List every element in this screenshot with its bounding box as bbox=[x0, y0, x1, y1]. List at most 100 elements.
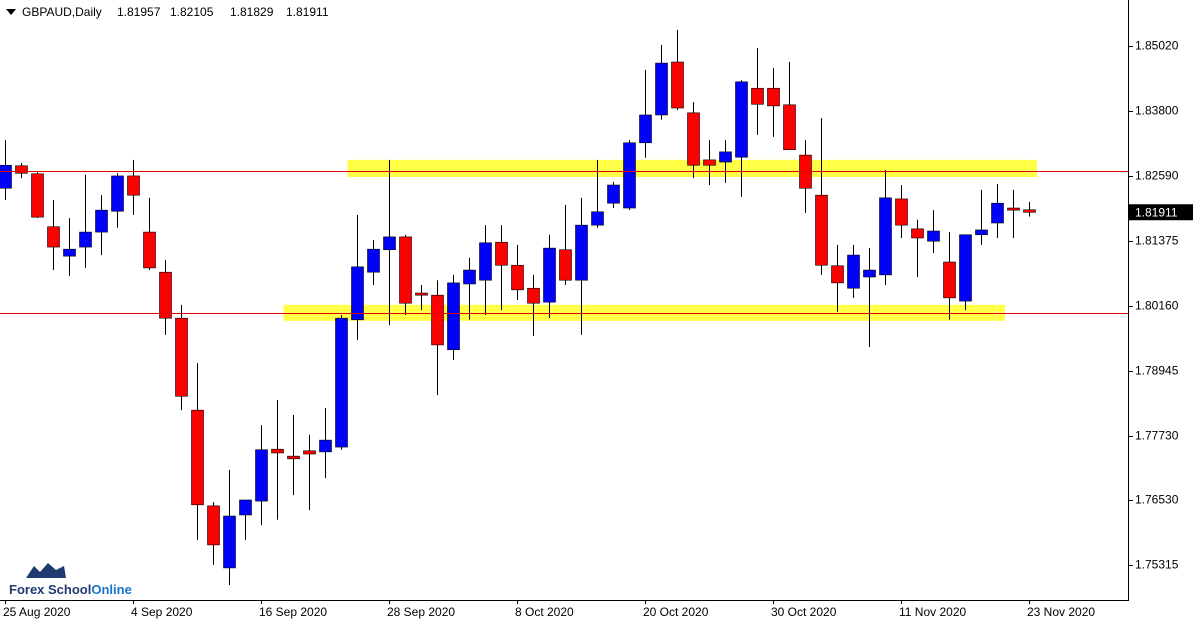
candle-body bbox=[831, 265, 844, 284]
candle-body bbox=[895, 198, 908, 226]
candle-body bbox=[351, 266, 364, 321]
x-tick-label: 28 Sep 2020 bbox=[387, 605, 455, 619]
candle-body bbox=[47, 226, 60, 248]
candle-body bbox=[0, 164, 12, 189]
candle-body bbox=[303, 450, 316, 455]
candle-body bbox=[383, 236, 396, 251]
candle-body bbox=[543, 247, 556, 303]
candle-body bbox=[31, 173, 44, 218]
candle-body bbox=[1023, 209, 1036, 213]
candle-body bbox=[559, 249, 572, 281]
candle-body bbox=[95, 209, 108, 233]
candle-body bbox=[399, 236, 412, 304]
candle-body bbox=[79, 231, 92, 248]
candle-body bbox=[879, 197, 892, 276]
candle-body bbox=[143, 231, 156, 269]
candles bbox=[0, 29, 1036, 586]
candle-body bbox=[767, 87, 780, 107]
candle-body bbox=[815, 194, 828, 266]
candle-body bbox=[735, 81, 748, 158]
candle-body bbox=[959, 234, 972, 302]
candle-body bbox=[687, 112, 700, 166]
header-low: 1.81829 bbox=[230, 5, 274, 19]
candle-body bbox=[703, 159, 716, 166]
candle-body bbox=[863, 269, 876, 278]
candle-body bbox=[671, 61, 684, 109]
x-tick-label: 30 Oct 2020 bbox=[771, 605, 837, 619]
logo-part: Forex School bbox=[9, 582, 91, 597]
y-tick-label: 1.85020 bbox=[1135, 39, 1179, 53]
x-tick-label: 8 Oct 2020 bbox=[515, 605, 574, 619]
candle-body bbox=[927, 230, 940, 242]
candle-body bbox=[607, 184, 620, 204]
menu-arrow[interactable] bbox=[6, 9, 16, 15]
y-tick-label: 1.80160 bbox=[1135, 299, 1179, 313]
price-marker-label: 1.81911 bbox=[1135, 205, 1178, 219]
zone bbox=[283, 304, 1005, 321]
candle-body bbox=[463, 269, 476, 285]
candle-body bbox=[991, 202, 1004, 224]
candle-body bbox=[239, 499, 252, 516]
y-tick-label: 1.75315 bbox=[1135, 558, 1179, 572]
y-tick-label: 1.83800 bbox=[1135, 104, 1179, 118]
x-tick-label: 20 Oct 2020 bbox=[643, 605, 709, 619]
symbol: GBPAUD,Daily bbox=[22, 5, 102, 19]
header-high: 1.82105 bbox=[170, 5, 214, 19]
candle-body bbox=[575, 224, 588, 281]
y-tick-label: 1.78945 bbox=[1135, 364, 1179, 378]
x-tick-label: 23 Nov 2020 bbox=[1027, 605, 1095, 619]
candle-body bbox=[367, 248, 380, 273]
candle-body bbox=[431, 294, 444, 346]
y-tick-label: 1.82590 bbox=[1135, 169, 1179, 183]
candle-body bbox=[287, 455, 300, 460]
y-tick-label: 1.81375 bbox=[1135, 234, 1179, 248]
candle-body bbox=[847, 254, 860, 289]
candle-body bbox=[783, 104, 796, 151]
candle-body bbox=[1007, 207, 1020, 211]
x-tick-label: 25 Aug 2020 bbox=[3, 605, 71, 619]
zone bbox=[347, 159, 1037, 178]
candle-body bbox=[943, 261, 956, 299]
header-close: 1.81911 bbox=[286, 5, 329, 19]
candle-body bbox=[623, 142, 636, 209]
candle-body bbox=[191, 409, 204, 506]
price-marker bbox=[1129, 204, 1193, 221]
candle-body bbox=[527, 287, 540, 304]
logo-icon bbox=[26, 563, 66, 578]
logo-text: Forex SchoolOnline bbox=[9, 582, 132, 597]
candle-body bbox=[111, 175, 124, 212]
y-tick-label: 1.76530 bbox=[1135, 493, 1179, 507]
candle-body bbox=[319, 439, 332, 453]
logo: Forex SchoolOnline bbox=[9, 563, 132, 597]
candle-body bbox=[591, 211, 604, 226]
candle-body bbox=[415, 292, 428, 296]
candle-body bbox=[335, 317, 348, 448]
candle-body bbox=[495, 241, 508, 266]
candle-body bbox=[719, 151, 732, 163]
header-open: 1.81957 bbox=[117, 5, 161, 19]
candle-body bbox=[207, 505, 220, 546]
candle-body bbox=[223, 515, 236, 569]
x-tick-label: 16 Sep 2020 bbox=[259, 605, 327, 619]
candle-body bbox=[447, 282, 460, 351]
candle-body bbox=[655, 62, 668, 116]
candle-body bbox=[175, 317, 188, 397]
candle-body bbox=[479, 242, 492, 281]
candle-body bbox=[511, 264, 524, 291]
zones bbox=[283, 159, 1037, 321]
candle-body bbox=[255, 449, 268, 502]
logo-part: Online bbox=[91, 582, 131, 597]
y-tick-label: 1.77730 bbox=[1135, 429, 1179, 443]
x-tick-label: 11 Nov 2020 bbox=[899, 605, 966, 619]
candle-body bbox=[15, 165, 28, 174]
candle-body bbox=[911, 228, 924, 239]
x-tick-label: 4 Sep 2020 bbox=[131, 605, 193, 619]
candle-body bbox=[63, 248, 76, 257]
candle-body bbox=[639, 114, 652, 144]
candle-body bbox=[159, 271, 172, 319]
candle-body bbox=[127, 175, 140, 196]
candle-body bbox=[975, 229, 988, 236]
candle-body bbox=[751, 87, 764, 105]
candle-body bbox=[271, 448, 284, 454]
